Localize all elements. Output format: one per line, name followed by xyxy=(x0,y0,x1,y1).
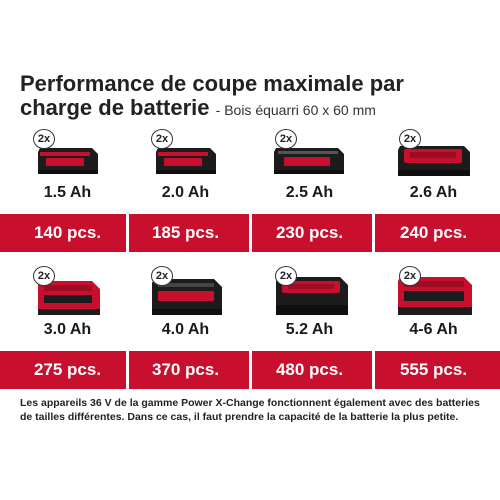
battery-capacity: 4-6 Ah xyxy=(409,321,458,338)
pieces-count: 185 pcs. xyxy=(151,223,220,242)
multiplier-badge: 2x xyxy=(33,129,55,149)
pieces-count: 275 pcs. xyxy=(33,360,102,379)
multiplier-badge: 2x xyxy=(399,129,421,149)
battery-card: 2x 2.5 Ah 230 pcs. xyxy=(252,128,367,252)
title-subtitle: - Bois équarri 60 x 60 mm xyxy=(215,102,376,118)
battery-4-0ah-icon xyxy=(152,279,222,315)
pieces-count: 240 pcs. xyxy=(399,223,468,242)
band-divider xyxy=(249,351,252,389)
battery-1-5ah-icon xyxy=(38,148,98,174)
battery-capacity: 1.5 Ah xyxy=(43,184,92,201)
battery-capacity: 3.0 Ah xyxy=(43,321,92,338)
band-divider xyxy=(372,214,375,252)
battery-5-2ah-icon xyxy=(276,277,348,315)
battery-card: 2x 2.6 Ah 240 pcs. xyxy=(376,128,491,252)
band-divider xyxy=(249,214,252,252)
footnote: Les appareils 36 V de la gamme Power X-C… xyxy=(20,397,480,423)
battery-capacity: 4.0 Ah xyxy=(161,321,210,338)
battery-card: 2x 2.0 Ah 185 pcs. xyxy=(128,128,243,252)
pieces-count: 230 pcs. xyxy=(275,223,344,242)
multiplier-badge: 2x xyxy=(399,266,421,286)
multiplier-badge: 2x xyxy=(151,129,173,149)
battery-card: 2x 3.0 Ah 275 pcs. xyxy=(10,265,125,389)
band-divider xyxy=(126,351,129,389)
multiplier-badge: 2x xyxy=(33,266,55,286)
multiplier-badge: 2x xyxy=(275,129,297,149)
pieces-count: 370 pcs. xyxy=(151,360,220,379)
battery-card: 2x 5.2 Ah 480 pcs. xyxy=(252,265,367,389)
pieces-band-1 xyxy=(0,214,500,252)
battery-row-2: 2x 3.0 Ah 275 pcs. 2x 4.0 Ah 370 pcs. 2x… xyxy=(0,265,500,389)
battery-2-5ah-icon xyxy=(274,148,344,174)
battery-3-0ah-icon xyxy=(38,281,100,315)
battery-2-0ah-icon xyxy=(156,148,216,174)
pieces-count: 480 pcs. xyxy=(275,360,344,379)
pieces-band-2 xyxy=(0,351,500,389)
band-divider xyxy=(126,214,129,252)
battery-capacity: 2.5 Ah xyxy=(285,184,334,201)
title-line-1: Performance de coupe maximale par xyxy=(20,71,404,96)
battery-capacity: 5.2 Ah xyxy=(285,321,334,338)
battery-capacity: 2.0 Ah xyxy=(161,184,210,201)
multiplier-badge: 2x xyxy=(151,266,173,286)
battery-row-1: 2x 1.5 Ah 140 pcs. 2x 2.0 Ah 185 pcs. 2x… xyxy=(0,128,500,252)
band-divider xyxy=(372,351,375,389)
battery-card: 2x 4-6 Ah 555 pcs. xyxy=(376,265,491,389)
multiplier-badge: 2x xyxy=(275,266,297,286)
battery-4-6ah-icon xyxy=(398,277,472,315)
pieces-count: 555 pcs. xyxy=(399,360,468,379)
title-line-2: charge de batterie - Bois équarri 60 x 6… xyxy=(20,96,490,122)
page-title: Performance de coupe maximale par charge… xyxy=(20,72,490,122)
pieces-count: 140 pcs. xyxy=(33,223,102,242)
battery-card: 2x 4.0 Ah 370 pcs. xyxy=(128,265,243,389)
battery-card: 2x 1.5 Ah 140 pcs. xyxy=(10,128,125,252)
title-line-2-text: charge de batterie xyxy=(20,95,210,120)
battery-2-6ah-icon xyxy=(398,146,470,176)
battery-capacity: 2.6 Ah xyxy=(409,184,458,201)
